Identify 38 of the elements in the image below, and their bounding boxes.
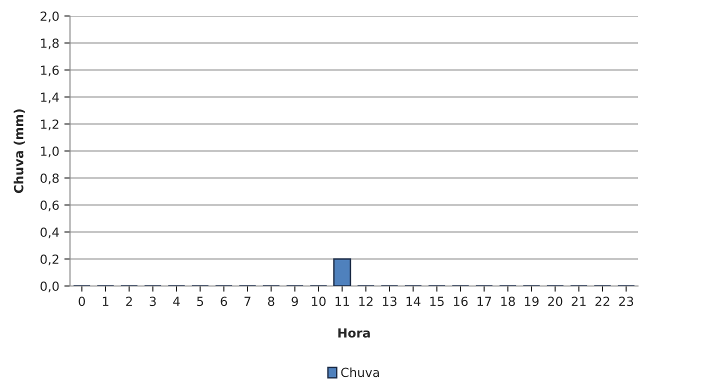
y-tick-label: 0,8 xyxy=(40,173,59,184)
y-tick-label: 2,0 xyxy=(40,11,59,22)
x-tick-label: 3 xyxy=(150,296,156,306)
x-tick-label: 12 xyxy=(359,296,373,306)
x-tick-label: 4 xyxy=(173,296,180,306)
x-tick-label: 22 xyxy=(595,296,610,306)
legend-label: Chuva xyxy=(341,367,379,378)
x-tick-label: 18 xyxy=(501,296,515,306)
y-tick-label: 0,6 xyxy=(40,200,59,212)
x-tick-label: 17 xyxy=(478,296,492,306)
x-tick-label: 15 xyxy=(430,296,444,306)
x-tick-label: 11 xyxy=(336,296,349,306)
x-tick-label: 19 xyxy=(524,296,539,306)
x-tick-label: 5 xyxy=(197,296,204,306)
y-tick-label: 1,0 xyxy=(41,146,59,158)
x-tick-label: 13 xyxy=(382,296,396,306)
x-tick-label: 14 xyxy=(406,296,420,306)
x-tick-label: 8 xyxy=(268,296,274,306)
y-tick-label: 1,8 xyxy=(41,38,59,50)
y-tick-label: 1,2 xyxy=(41,119,58,130)
x-tick-label: 20 xyxy=(548,296,562,306)
y-tick-label: 0,4 xyxy=(40,227,59,238)
x-tick-label: 9 xyxy=(292,296,298,306)
y-tick-label: 1,4 xyxy=(41,92,59,104)
y-axis-title: Chuva (mm) xyxy=(14,109,25,194)
x-axis-title: Hora xyxy=(338,328,370,338)
x-tick-label: 0 xyxy=(78,296,85,306)
y-tick-label: 0,0 xyxy=(40,281,59,292)
x-tick-label: 6 xyxy=(220,296,228,306)
x-tick-label: 10 xyxy=(312,296,326,306)
x-tick-label: 7 xyxy=(244,296,250,306)
x-tick-label: 1 xyxy=(102,296,108,306)
x-tick-label: 23 xyxy=(619,296,634,306)
x-tick-label: 16 xyxy=(454,296,468,306)
y-tick-label: 1,6 xyxy=(41,65,59,76)
x-tick-label: 2 xyxy=(126,296,132,306)
y-tick-label: 0,2 xyxy=(40,254,58,266)
x-tick-label: 21 xyxy=(572,296,586,306)
